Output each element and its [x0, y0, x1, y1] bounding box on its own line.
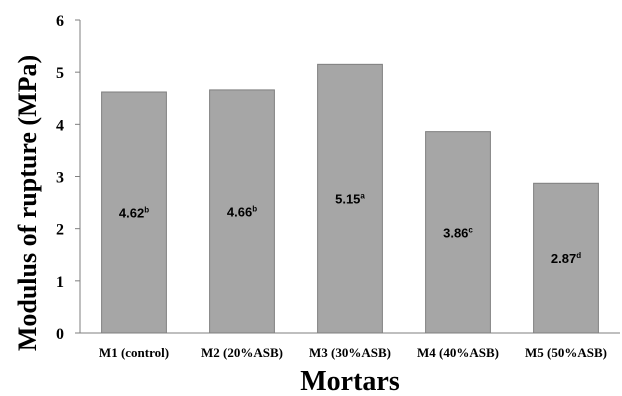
- data-label: 4.62b: [119, 205, 149, 220]
- bar: [317, 63, 383, 334]
- data-label: 3.86c: [443, 225, 473, 240]
- y-axis-ticks: 0 1 2 3 4 5 6: [56, 13, 80, 343]
- y-tick-label: 0: [56, 326, 64, 343]
- category-labels: M1 (control) M2 (20%ASB) M3 (30%ASB) M4 (40…: [99, 345, 607, 360]
- x-category-label: M4 (40%ASB): [417, 345, 499, 360]
- y-tick-label: 3: [56, 170, 64, 187]
- data-label: 4.66b: [227, 204, 257, 219]
- x-category-label: M3 (30%ASB): [309, 345, 391, 360]
- y-tick-label: 5: [56, 65, 64, 82]
- y-tick-label: 6: [56, 13, 64, 30]
- data-label: 5.15a: [335, 192, 365, 207]
- y-tick-label: 4: [56, 117, 64, 134]
- y-axis-title: Modulus of rupture (MPa): [13, 55, 42, 351]
- data-label: 2.87d: [551, 251, 581, 266]
- y-tick-label: 1: [56, 274, 64, 291]
- x-axis-title: Mortars: [300, 366, 400, 396]
- x-category-label: M2 (20%ASB): [201, 345, 283, 360]
- x-category-label: M1 (control): [99, 345, 169, 360]
- y-tick-label: 2: [56, 222, 64, 239]
- bars-group: 4.62b 4.66b 5.15a 3.86c 2.87d: [101, 63, 599, 334]
- x-category-label: M5 (50%ASB): [525, 345, 607, 360]
